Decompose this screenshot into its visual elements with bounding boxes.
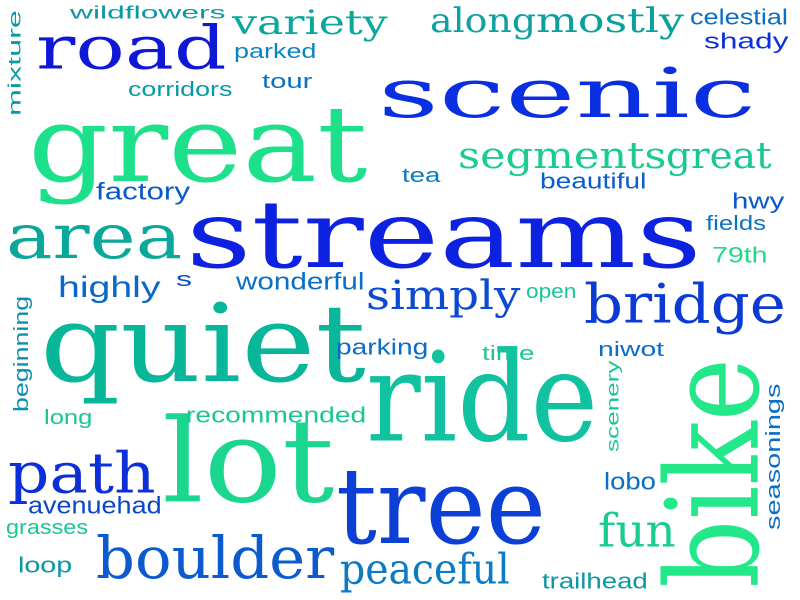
- word-highly: highly: [58, 270, 161, 304]
- word-lot: lot: [162, 394, 335, 530]
- word-tree: tree: [336, 445, 546, 569]
- word-area: area: [6, 200, 183, 274]
- word-grasses: grasses: [6, 516, 89, 539]
- word-trailhead: trailhead: [542, 568, 648, 594]
- word-hwy: hwy: [732, 188, 785, 214]
- word-great-small: great: [666, 134, 772, 177]
- word-road: road: [36, 12, 227, 84]
- word-long: long: [44, 406, 93, 429]
- word-niwot: niwot: [598, 338, 665, 361]
- word-path: path: [8, 440, 156, 507]
- word-along: along: [430, 1, 537, 41]
- word-corridors: corridors: [128, 78, 233, 101]
- word-s: s: [176, 268, 192, 291]
- word-simply: simply: [366, 272, 521, 320]
- word-ride: ride: [366, 325, 599, 471]
- word-wonderful: wonderful: [236, 268, 365, 295]
- word-factory: factory: [96, 178, 191, 205]
- word-peaceful: peaceful: [340, 544, 510, 594]
- word-variety: variety: [232, 3, 388, 43]
- word-beautiful: beautiful: [540, 168, 647, 194]
- word-fields: fields: [706, 212, 767, 235]
- word-lobo: lobo: [604, 468, 656, 495]
- word-tea: tea: [402, 164, 441, 187]
- word-bridge: bridge: [584, 273, 786, 337]
- word-recommended: recommended: [186, 402, 367, 428]
- word-tour: tour: [262, 70, 313, 93]
- word-fun: fun: [598, 503, 676, 558]
- word-streams: streams: [186, 180, 702, 290]
- word-beginning: beginning: [10, 295, 33, 412]
- word-mixture: mixture: [5, 10, 25, 117]
- word-shady: shady: [704, 28, 789, 54]
- word-segments: segments: [458, 134, 667, 177]
- word-great: great: [28, 83, 368, 207]
- word-seasonings: seasonings: [762, 383, 785, 530]
- word-quiet: quiet: [40, 280, 366, 407]
- word-loop: loop: [18, 552, 73, 578]
- word-avenuehad: avenuehad: [28, 492, 162, 519]
- word-scenic: scenic: [378, 54, 757, 134]
- word-wildflowers: wildflowers: [70, 3, 226, 23]
- word-boulder: boulder: [96, 524, 335, 593]
- word-scenery: scenery: [603, 360, 623, 452]
- word-parked: parked: [234, 40, 317, 63]
- word-time: time: [482, 342, 535, 365]
- word-79th: 79th: [712, 242, 768, 268]
- word-open: open: [526, 280, 577, 303]
- word-mostly: mostly: [536, 1, 685, 41]
- word-celestial: celestial: [690, 4, 788, 30]
- word-parking: parking: [336, 334, 429, 360]
